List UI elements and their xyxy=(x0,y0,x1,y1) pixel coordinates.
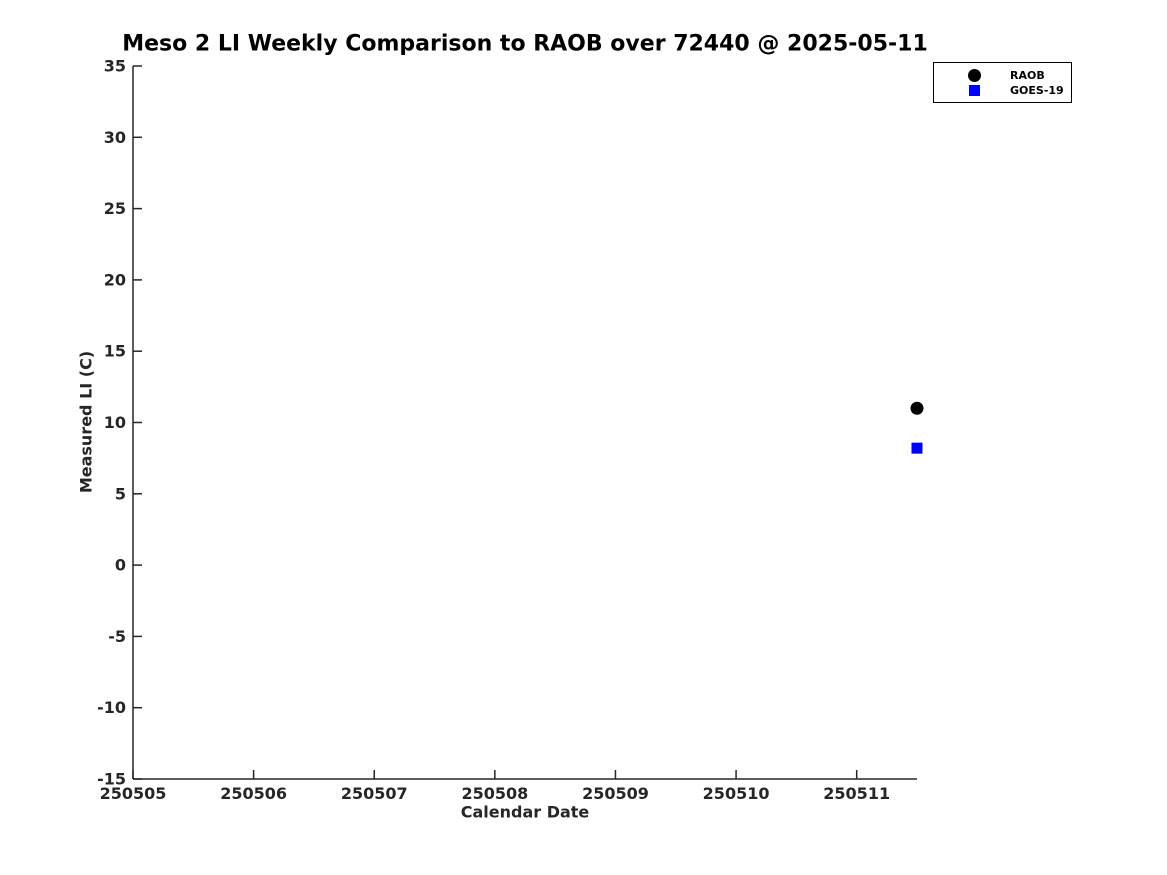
x-axis-label: Calendar Date xyxy=(460,802,590,822)
legend-circle-icon xyxy=(967,69,981,83)
x-tick-label: 250510 xyxy=(703,784,770,803)
goes-19-marker xyxy=(911,442,923,454)
raob-marker xyxy=(910,401,924,415)
y-tick-label: 5 xyxy=(115,484,126,503)
legend-square-icon xyxy=(967,84,981,98)
legend-item-raob: RAOB xyxy=(934,68,1071,83)
legend-label: RAOB xyxy=(1010,69,1045,82)
x-tick-label: 250506 xyxy=(220,784,287,803)
x-tick-label: 250505 xyxy=(100,784,167,803)
y-tick-label: 35 xyxy=(104,57,126,76)
x-tick-label: 250508 xyxy=(461,784,528,803)
y-tick-label: 0 xyxy=(115,556,126,575)
y-tick-label: 25 xyxy=(104,199,126,218)
x-tick-label: 250509 xyxy=(582,784,649,803)
y-tick-label: -15 xyxy=(97,770,126,789)
y-tick-label: 20 xyxy=(104,270,126,289)
legend-item-goes-19: GOES-19 xyxy=(934,83,1071,98)
y-tick-label: -5 xyxy=(108,627,126,646)
y-tick-label: 15 xyxy=(104,342,126,361)
x-tick-label: 250511 xyxy=(823,784,890,803)
y-tick-label: 30 xyxy=(104,128,126,147)
legend-label: GOES-19 xyxy=(1010,84,1064,97)
x-tick-label: 250507 xyxy=(341,784,408,803)
chart-title: Meso 2 LI Weekly Comparison to RAOB over… xyxy=(122,31,928,57)
y-tick-label: -10 xyxy=(97,698,126,717)
y-tick-label: 10 xyxy=(104,413,126,432)
legend: RAOB GOES-19 xyxy=(933,62,1072,103)
